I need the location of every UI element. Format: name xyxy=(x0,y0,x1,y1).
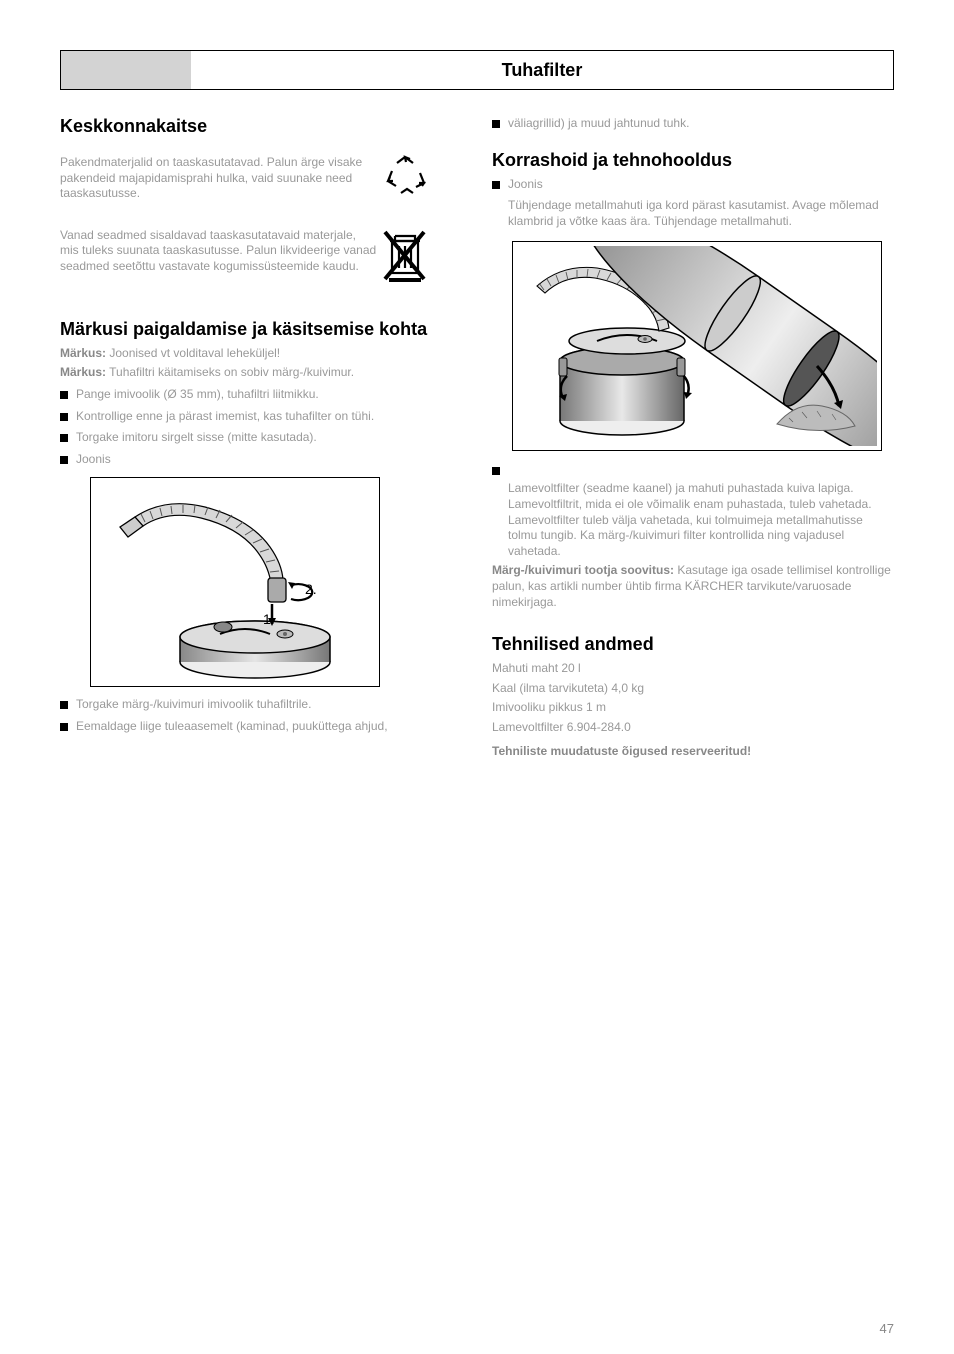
bullet-icon xyxy=(60,723,68,731)
heading-markusi: Märkusi paigaldamise ja käsitsemise koht… xyxy=(60,319,462,340)
spec-line: Lamevoltfilter 6.904-284.0 xyxy=(492,720,894,736)
bullet-icon xyxy=(60,701,68,709)
bullet-text: Torgake imitoru sirgelt sisse (mitte kas… xyxy=(76,430,317,446)
filter-text: Lamevoltfilter (seadme kaanel) ja mahuti… xyxy=(508,481,894,559)
maint-text: Tühjendage metallmahuti iga kord pärast … xyxy=(508,198,894,229)
heading-tehnilised: Tehnilised andmed xyxy=(492,634,894,655)
bullet-text: väliagrillid) ja muud jahtunud tuhk. xyxy=(508,116,689,132)
heading-korrashoid: Korrashoid ja tehnohooldus xyxy=(492,150,894,171)
bullet-item: Joonis xyxy=(492,177,894,193)
bullet-item: Pange imivoolik (Ø 35 mm), tuhafiltri li… xyxy=(60,387,462,403)
spec-line: Tehniliste muudatuste õigused reserveeri… xyxy=(492,744,894,760)
main-title: Tuhafilter xyxy=(191,51,893,89)
para-old-devices: Vanad seadmed sisaldavad taaskasutatavai… xyxy=(60,228,377,275)
spec-line: Imivooliku pikkus 1 m xyxy=(492,700,894,716)
spec-line: Mahuti maht 20 l xyxy=(492,661,894,677)
bullet-icon xyxy=(60,391,68,399)
bullet-text: Joonis xyxy=(76,452,111,468)
two-column-layout: Keskkonnakaitse Pakendmaterjalid on taas… xyxy=(60,110,894,763)
bullet-item: väliagrillid) ja muud jahtunud tuhk. xyxy=(492,116,894,132)
spec-line: Kaal (ilma tarvikuteta) 4,0 kg xyxy=(492,681,894,697)
bullet-text: Torgake märg-/kuivimuri imivoolik tuhafi… xyxy=(76,697,311,713)
para-packaging: Pakendmaterjalid on taaskasutatavad. Pal… xyxy=(60,155,382,202)
heading-keskkonnakaitse: Keskkonnakaitse xyxy=(60,116,462,137)
bullet-text: Kontrollige enne ja pärast imemist, kas … xyxy=(76,409,374,425)
bullet-icon xyxy=(492,120,500,128)
diagram-hose-insert: 1. 2. xyxy=(90,477,380,687)
left-column: Keskkonnakaitse Pakendmaterjalid on taas… xyxy=(60,110,462,763)
weee-icon-wrap xyxy=(377,224,462,289)
bullet-item: Kontrollige enne ja pärast imemist, kas … xyxy=(60,409,462,425)
page-number: 47 xyxy=(880,1321,894,1336)
bullet-text: Eemaldage liige tuleaasemelt (kaminad, p… xyxy=(76,719,388,735)
note-supplier: Märg-/kuivimuri tootja soovitus: Kasutag… xyxy=(492,563,894,610)
bullet-item: Eemaldage liige tuleaasemelt (kaminad, p… xyxy=(60,719,462,735)
recycle-icon-wrap xyxy=(382,151,462,201)
bullet-item: Torgake märg-/kuivimuri imivoolik tuhafi… xyxy=(60,697,462,713)
diagram-emptying xyxy=(512,241,882,451)
title-bar: Tuhafilter xyxy=(60,50,894,90)
svg-text:1.: 1. xyxy=(263,611,275,627)
recycle-icon xyxy=(382,151,432,201)
bullet-icon xyxy=(492,181,500,189)
bullet-icon xyxy=(492,467,500,475)
bullet-text: Joonis xyxy=(508,177,543,193)
bullet-icon xyxy=(60,434,68,442)
diagram-hose-svg: 1. 2. xyxy=(95,482,375,682)
note-1: Märkus: Joonised vt volditaval lehekülje… xyxy=(60,346,462,362)
bullet-text: Pange imivoolik (Ø 35 mm), tuhafiltri li… xyxy=(76,387,319,403)
bullet-icon xyxy=(60,413,68,421)
bullet-item: Joonis xyxy=(60,452,462,468)
diagram-emptying-svg xyxy=(517,246,877,446)
svg-text:2.: 2. xyxy=(305,581,317,597)
bullet-item xyxy=(492,463,894,475)
crossed-bin-icon xyxy=(377,224,432,289)
bullet-icon xyxy=(60,456,68,464)
title-shade xyxy=(61,51,191,89)
note-2: Märkus: Tuhafiltri käitamiseks on sobiv … xyxy=(60,365,462,381)
right-column: väliagrillid) ja muud jahtunud tuhk. Kor… xyxy=(492,110,894,763)
bullet-item: Torgake imitoru sirgelt sisse (mitte kas… xyxy=(60,430,462,446)
